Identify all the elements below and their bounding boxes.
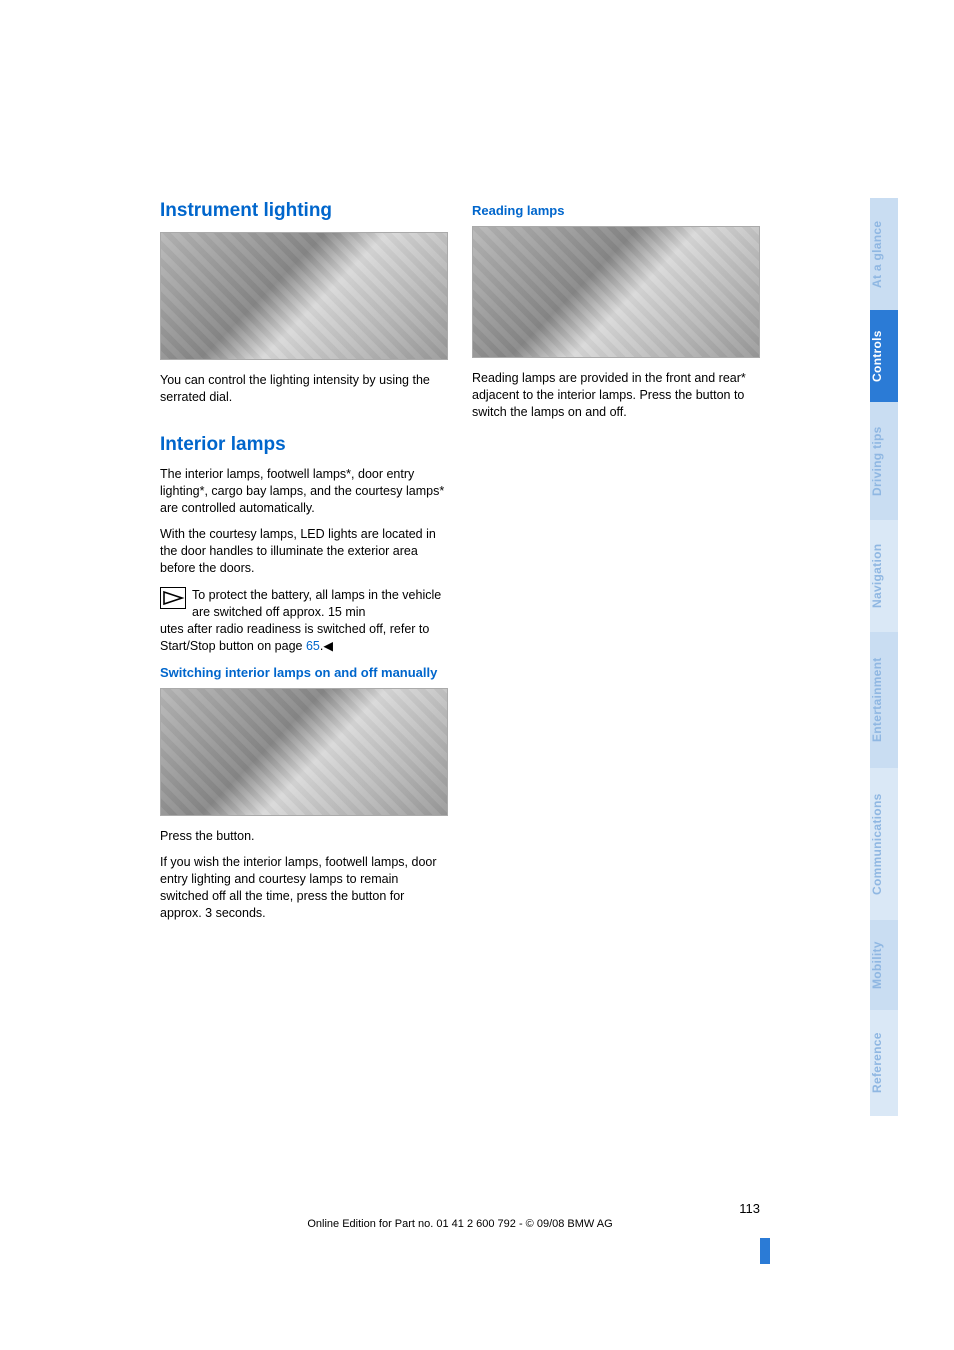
caution-icon [160,587,186,609]
footer: 113 Online Edition for Part no. 01 41 2 … [160,1201,760,1230]
tab-controls[interactable]: Controls [870,310,898,402]
tab-entertainment[interactable]: Entertainment [870,632,898,768]
page-number: 113 [160,1201,760,1216]
heading-reading-lamps: Reading lamps [472,203,760,218]
text-interior-p2: With the courtesy lamps, LED lights are … [160,526,448,577]
tab-driving-tips[interactable]: Driving tips [870,402,898,520]
image-switching-lamps [160,688,448,816]
text-reading-lamps: Reading lamps are provided in the front … [472,370,760,421]
note-page-link[interactable]: 65 [306,639,320,653]
left-column: Instrument lighting You can control the … [160,200,448,932]
note-battery: To protect the battery, all lamps in the… [160,587,448,655]
tab-communications[interactable]: Communications [870,768,898,920]
side-tabs: At a glance Controls Driving tips Naviga… [870,198,898,1116]
image-reading-lamps [472,226,760,358]
page-content: Instrument lighting You can control the … [160,200,760,932]
note-rest-a: utes after radio readiness is switched o… [160,622,429,653]
footer-accent-bar [760,1238,770,1264]
tab-reference[interactable]: Reference [870,1010,898,1116]
tab-mobility[interactable]: Mobility [870,920,898,1010]
heading-instrument-lighting: Instrument lighting [160,200,448,222]
end-mark-icon: ◀ [323,639,333,653]
tab-at-a-glance[interactable]: At a glance [870,198,898,310]
note-lead-text: To protect the battery, all lamps in the… [192,587,448,621]
caption-instrument-lighting: You can control the lighting intensity b… [160,372,448,406]
heading-interior-lamps: Interior lamps [160,434,448,456]
footer-line: Online Edition for Part no. 01 41 2 600 … [160,1218,760,1230]
right-column: Reading lamps Reading lamps are provided… [472,200,760,932]
tab-navigation[interactable]: Navigation [870,520,898,632]
image-instrument-lighting [160,232,448,360]
text-remain-off: If you wish the interior lamps, footwell… [160,854,448,922]
text-interior-p1: The interior lamps, footwell lamps*, doo… [160,466,448,517]
text-press-button: Press the button. [160,828,448,845]
heading-switching-manually: Switching interior lamps on and off manu… [160,665,448,680]
